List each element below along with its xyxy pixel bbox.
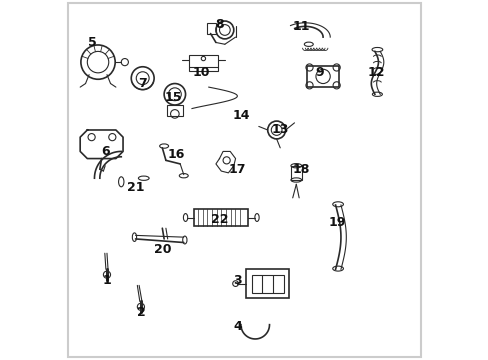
Bar bbox=[306, 66, 339, 87]
Text: 2: 2 bbox=[136, 306, 145, 319]
Text: 17: 17 bbox=[228, 163, 245, 176]
Text: 15: 15 bbox=[164, 91, 182, 104]
Text: 13: 13 bbox=[271, 123, 288, 136]
Text: 14: 14 bbox=[232, 109, 249, 122]
Text: 10: 10 bbox=[192, 66, 210, 79]
Text: 11: 11 bbox=[292, 20, 310, 33]
Text: 1: 1 bbox=[102, 274, 111, 287]
Text: 5: 5 bbox=[88, 36, 97, 49]
Text: 7: 7 bbox=[138, 77, 147, 90]
Bar bbox=[246, 269, 288, 298]
Text: 12: 12 bbox=[367, 66, 385, 79]
Bar bbox=[290, 166, 301, 180]
Bar bbox=[206, 23, 216, 33]
Text: 3: 3 bbox=[233, 274, 241, 287]
Bar bbox=[194, 208, 247, 226]
Text: 22: 22 bbox=[210, 213, 228, 226]
Text: 6: 6 bbox=[101, 145, 109, 158]
Bar bbox=[166, 105, 183, 116]
Text: 4: 4 bbox=[232, 320, 241, 333]
Bar bbox=[251, 275, 283, 293]
Text: 19: 19 bbox=[328, 216, 346, 229]
Text: 16: 16 bbox=[167, 148, 185, 162]
Text: 20: 20 bbox=[153, 243, 171, 256]
Bar bbox=[189, 55, 217, 71]
Text: 18: 18 bbox=[292, 163, 310, 176]
Text: 21: 21 bbox=[126, 181, 144, 194]
Text: 9: 9 bbox=[315, 66, 323, 79]
Text: 8: 8 bbox=[215, 18, 224, 31]
